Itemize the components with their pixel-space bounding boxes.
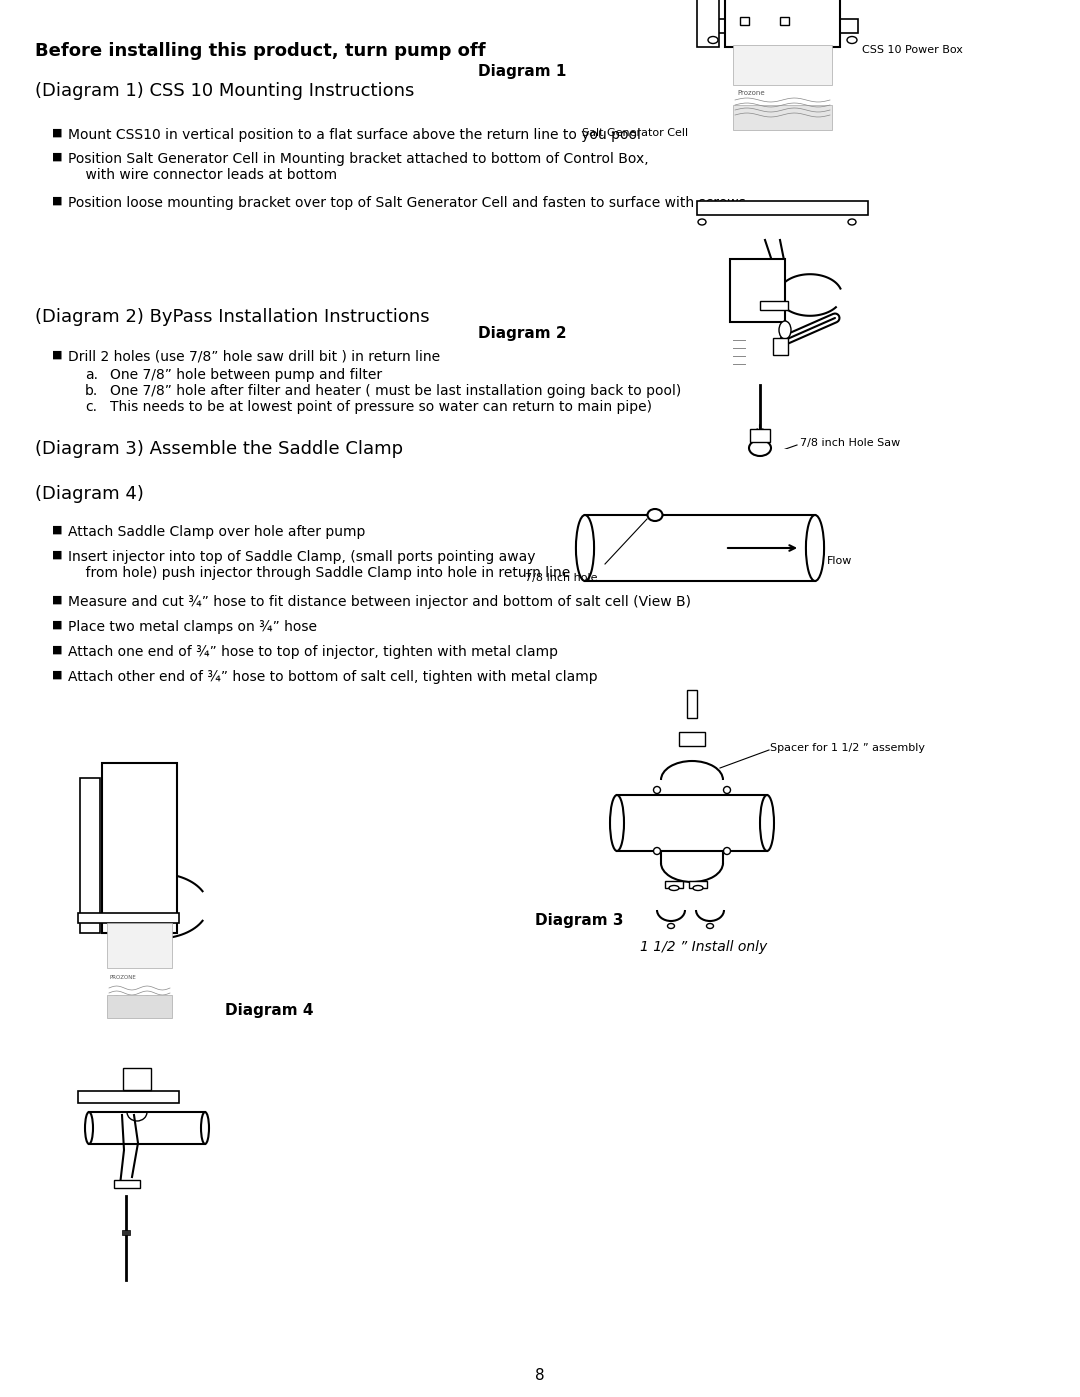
Bar — [78, 1091, 179, 1104]
Ellipse shape — [848, 219, 856, 225]
Ellipse shape — [610, 795, 624, 851]
Bar — [665, 882, 683, 888]
Text: Flow: Flow — [827, 556, 852, 566]
Ellipse shape — [706, 923, 714, 929]
Bar — [707, 20, 858, 34]
Text: (Diagram 3) Assemble the Saddle Clamp: (Diagram 3) Assemble the Saddle Clamp — [35, 440, 403, 458]
Text: Attach Saddle Clamp over hole after pump: Attach Saddle Clamp over hole after pump — [68, 525, 365, 539]
Ellipse shape — [667, 923, 675, 929]
Text: (Diagram 2) ByPass Installation Instructions: (Diagram 2) ByPass Installation Instruct… — [35, 307, 430, 326]
Text: ■: ■ — [52, 671, 63, 680]
Bar — [107, 923, 172, 968]
Bar — [725, 0, 840, 47]
Text: b.: b. — [85, 384, 98, 398]
Bar — [780, 17, 789, 25]
Text: Insert injector into top of Saddle Clamp, (small ports pointing away
    from ho: Insert injector into top of Saddle Clamp… — [68, 550, 570, 580]
Text: ■: ■ — [52, 152, 63, 162]
Bar — [697, 0, 719, 47]
Bar — [730, 258, 785, 321]
Bar — [122, 1229, 130, 1235]
Ellipse shape — [201, 1112, 210, 1144]
Bar — [687, 690, 697, 718]
Text: One 7/8” hole after filter and heater ( must be last installation going back to : One 7/8” hole after filter and heater ( … — [110, 384, 681, 398]
Text: a.: a. — [85, 367, 98, 381]
Text: Diagram 2: Diagram 2 — [478, 326, 567, 341]
Ellipse shape — [653, 848, 661, 855]
Text: Attach one end of ¾” hose to top of injector, tighten with metal clamp: Attach one end of ¾” hose to top of inje… — [68, 645, 558, 659]
Text: CSS 10 Power Box: CSS 10 Power Box — [862, 45, 963, 54]
Text: ■: ■ — [52, 620, 63, 630]
Bar — [697, 201, 868, 215]
Text: 7/8 inch Hole Saw: 7/8 inch Hole Saw — [800, 439, 901, 448]
Text: Position Salt Generator Cell in Mounting bracket attached to bottom of Control B: Position Salt Generator Cell in Mounting… — [68, 152, 649, 182]
Text: Spacer for 1 1/2 ” assembly: Spacer for 1 1/2 ” assembly — [770, 743, 924, 753]
Ellipse shape — [653, 787, 661, 793]
Ellipse shape — [693, 886, 703, 890]
Text: ■: ■ — [52, 550, 63, 560]
Text: (Diagram 4): (Diagram 4) — [35, 485, 144, 503]
Bar — [733, 45, 832, 85]
Ellipse shape — [779, 321, 791, 339]
Text: Measure and cut ¾” hose to fit distance between injector and bottom of salt cell: Measure and cut ¾” hose to fit distance … — [68, 595, 691, 609]
Text: (Diagram 1) CSS 10 Mounting Instructions: (Diagram 1) CSS 10 Mounting Instructions — [35, 82, 415, 101]
Bar — [585, 448, 815, 515]
Text: Diagram 1: Diagram 1 — [478, 64, 566, 80]
Bar — [123, 1067, 151, 1090]
Text: 8: 8 — [536, 1368, 544, 1383]
Text: PROZONE: PROZONE — [110, 975, 137, 981]
Text: ■: ■ — [52, 129, 63, 138]
Ellipse shape — [648, 509, 662, 521]
Ellipse shape — [724, 848, 730, 855]
Bar — [617, 739, 767, 795]
Text: 1 1/2 ” Install only: 1 1/2 ” Install only — [640, 940, 767, 954]
Bar — [679, 732, 705, 746]
Text: This needs to be at lowest point of pressure so water can return to main pipe): This needs to be at lowest point of pres… — [110, 400, 652, 414]
Bar — [740, 17, 750, 25]
Ellipse shape — [847, 36, 858, 43]
Ellipse shape — [85, 1112, 93, 1144]
Text: Diagram 4: Diagram 4 — [225, 1003, 313, 1018]
Text: c.: c. — [85, 400, 97, 414]
Bar — [760, 300, 788, 310]
Bar — [114, 1180, 140, 1187]
Text: ■: ■ — [52, 351, 63, 360]
Text: ■: ■ — [52, 595, 63, 605]
Text: 7/8 Inch hole: 7/8 Inch hole — [525, 573, 597, 583]
Text: Before installing this product, turn pump off: Before installing this product, turn pum… — [35, 42, 486, 60]
Bar — [80, 778, 100, 933]
Text: ■: ■ — [52, 525, 63, 535]
Bar — [750, 429, 770, 441]
Text: Mount CSS10 in vertical position to a flat surface above the return line to you : Mount CSS10 in vertical position to a fl… — [68, 129, 640, 142]
Text: Prozone: Prozone — [737, 89, 765, 96]
Text: ■: ■ — [52, 645, 63, 655]
Text: Place two metal clamps on ¾” hose: Place two metal clamps on ¾” hose — [68, 620, 318, 634]
Ellipse shape — [708, 36, 718, 43]
Bar — [733, 105, 832, 130]
Text: ■: ■ — [52, 196, 63, 205]
Bar — [689, 882, 707, 888]
Ellipse shape — [760, 795, 774, 851]
Bar — [107, 995, 172, 1018]
Bar — [773, 338, 788, 355]
Text: Drill 2 holes (use 7/8” hole saw drill bit ) in return line: Drill 2 holes (use 7/8” hole saw drill b… — [68, 351, 441, 365]
Ellipse shape — [698, 219, 706, 225]
Ellipse shape — [806, 515, 824, 581]
Ellipse shape — [576, 515, 594, 581]
Ellipse shape — [750, 440, 771, 455]
Text: Salt Generator Cell: Salt Generator Cell — [582, 129, 688, 138]
Text: Diagram 3: Diagram 3 — [535, 914, 623, 928]
Ellipse shape — [724, 787, 730, 793]
Bar — [78, 914, 179, 923]
Bar — [102, 763, 177, 933]
Text: Attach other end of ¾” hose to bottom of salt cell, tighten with metal clamp: Attach other end of ¾” hose to bottom of… — [68, 671, 597, 685]
Ellipse shape — [669, 886, 679, 890]
Text: Position loose mounting bracket over top of Salt Generator Cell and fasten to su: Position loose mounting bracket over top… — [68, 196, 746, 210]
Text: One 7/8” hole between pump and filter: One 7/8” hole between pump and filter — [110, 367, 382, 381]
